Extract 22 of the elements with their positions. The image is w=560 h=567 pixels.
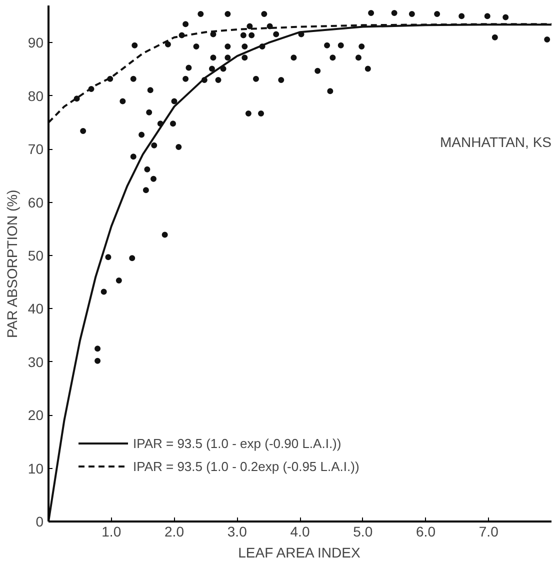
- x-tick-label: 4.0: [290, 524, 310, 540]
- y-tick-label: 40: [28, 300, 44, 317]
- annotation: MANHATTAN, KS: [440, 134, 552, 150]
- y-tick-label: 10: [28, 460, 44, 476]
- y-tick-label: 90: [28, 34, 44, 51]
- x-tick-label: 1.0: [102, 524, 122, 540]
- y-tick-label: 20: [28, 407, 44, 424]
- legend-label: IPAR = 93.5 (1.0 - 0.2exp (-0.95 L.A.I.)): [133, 458, 360, 474]
- x-tick-label: 7.0: [478, 524, 499, 540]
- x-tick-label: 5.0: [353, 524, 373, 540]
- y-tick-label: 80: [28, 88, 44, 104]
- x-tick-label: 3.0: [227, 524, 248, 540]
- y-tick-label: 60: [28, 194, 44, 210]
- x-tick-label: 2.0: [164, 524, 184, 540]
- x-tick-label: 6.0: [416, 524, 436, 540]
- x-axis-title: LEAF AREA INDEX: [238, 544, 361, 560]
- y-tick-label: 50: [28, 248, 44, 264]
- y-axis-title: PAR ABSORPTION (%): [4, 190, 20, 338]
- y-tick-label: 0: [36, 514, 44, 530]
- y-tick-label: 30: [28, 354, 44, 370]
- legend-label: IPAR = 93.5 (1.0 - exp (-0.90 L.A.I.)): [133, 436, 342, 450]
- y-tick-label: 70: [28, 141, 44, 158]
